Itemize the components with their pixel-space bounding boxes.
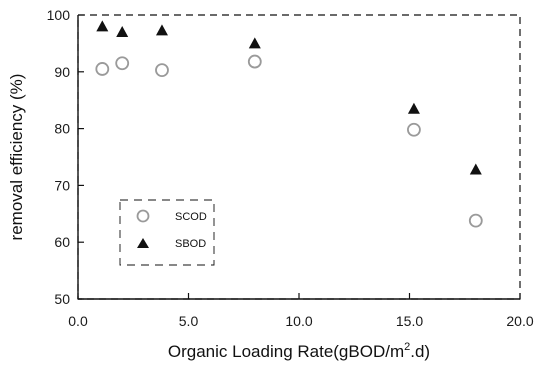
x-axis-label-main: Organic Loading Rate(gBOD/m (168, 342, 404, 361)
legend-sbod-label: SBOD (175, 238, 206, 250)
x-axis-ticks: 0.0 5.0 10.0 15.0 20.0 (68, 293, 534, 329)
scod-point (95, 62, 110, 76)
x-tick-label: 0.0 (68, 313, 88, 329)
scod-point (407, 122, 421, 137)
scod-point (115, 56, 130, 71)
scod-point (247, 54, 262, 69)
sbod-point (155, 24, 168, 36)
y-tick-label: 70 (54, 177, 70, 193)
y-tick-label: 90 (54, 64, 70, 80)
data-markers (95, 20, 483, 228)
sbod-point (469, 163, 482, 175)
x-axis-label: Organic Loading Rate(gBOD/m2.d) (168, 341, 430, 361)
y-axis-label: removal efficiency (%) (7, 74, 26, 241)
x-axis-label-superscript: 2 (404, 341, 410, 353)
y-tick-label: 50 (54, 291, 70, 307)
sbod-point (116, 26, 129, 38)
legend-scod-marker (136, 209, 150, 223)
legend-box (119, 199, 215, 266)
scod-point (468, 213, 483, 228)
sbod-point (96, 20, 109, 32)
x-tick-label: 5.0 (179, 313, 199, 329)
legend-sbod-marker (137, 238, 149, 248)
legend-scod-label: SCOD (175, 211, 207, 223)
scod-point (155, 63, 169, 77)
x-axis-label-tail: .d) (410, 342, 430, 361)
sbod-point (407, 102, 420, 114)
x-tick-label: 20.0 (506, 313, 533, 329)
x-tick-label: 10.0 (285, 313, 312, 329)
y-tick-label: 100 (47, 7, 71, 23)
y-tick-label: 60 (54, 234, 70, 250)
legend: SCOD SBOD (119, 199, 215, 266)
y-axis-ticks: 50 60 70 80 90 100 (47, 7, 84, 307)
sbod-point (248, 37, 261, 49)
y-tick-label: 80 (54, 121, 70, 137)
x-tick-label: 15.0 (396, 313, 423, 329)
